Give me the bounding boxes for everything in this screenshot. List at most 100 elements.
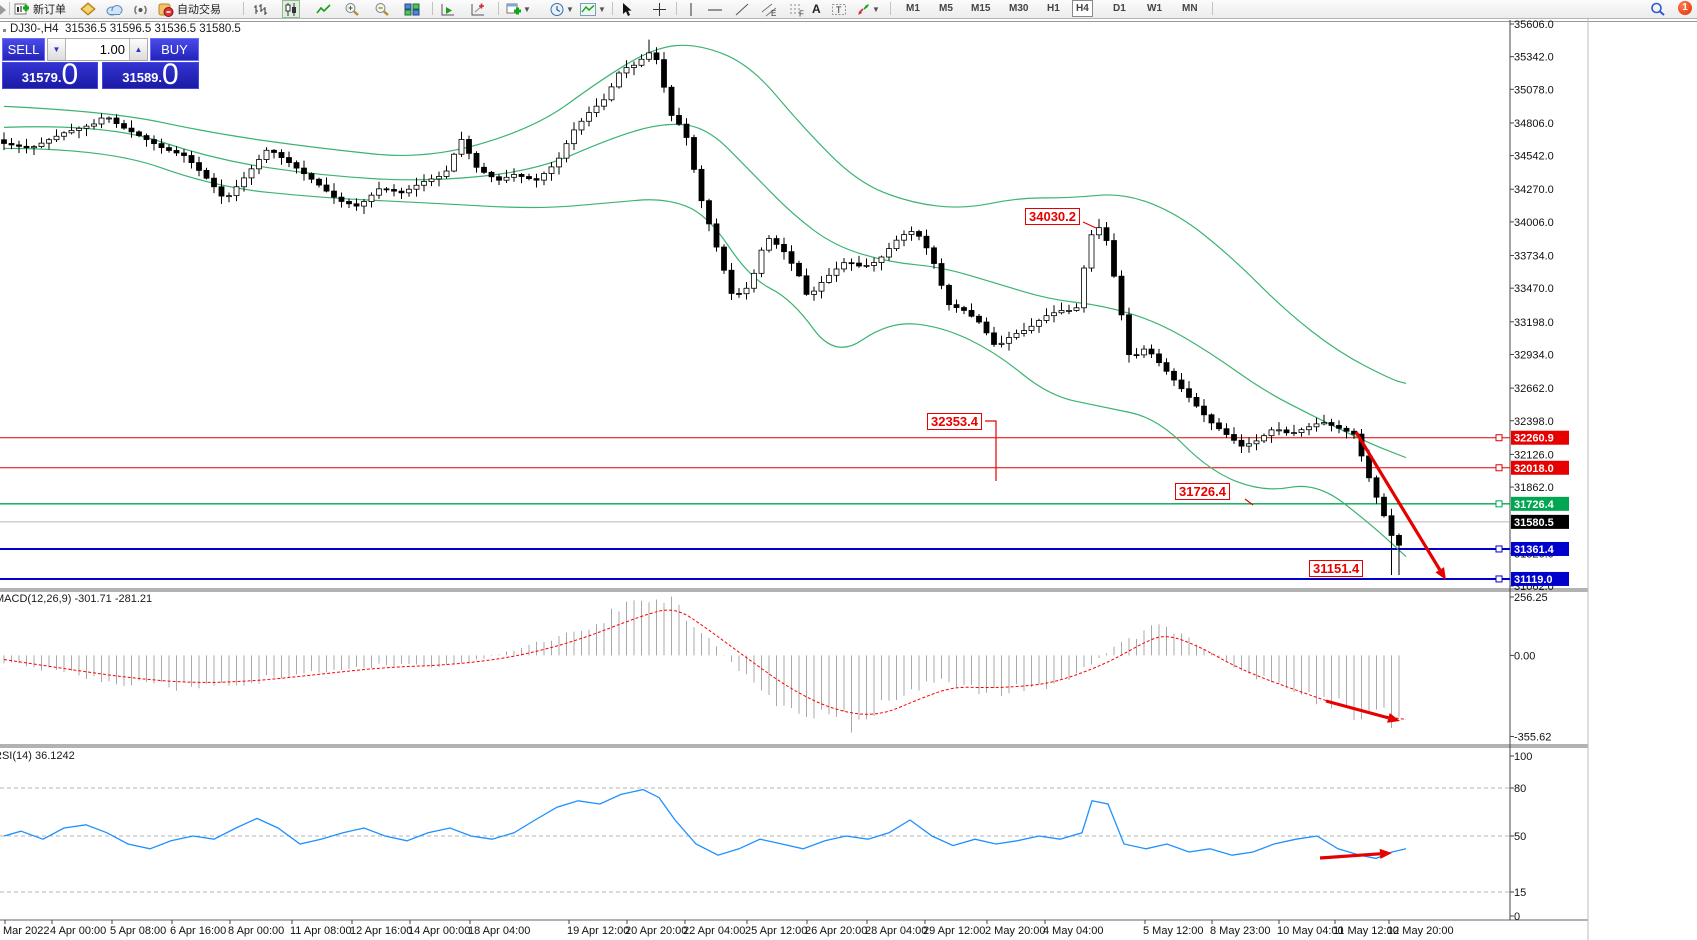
profile-button[interactable] <box>80 1 96 17</box>
toolbar-separator <box>432 2 433 15</box>
chart-shift-button[interactable] <box>470 1 486 17</box>
svg-text:34270.0: 34270.0 <box>1514 184 1554 196</box>
svg-text:31726.4: 31726.4 <box>1514 499 1555 511</box>
arrows-tool-icon <box>858 3 869 15</box>
chevron-down-icon: ▼ <box>566 4 574 14</box>
vertical-line-button[interactable] <box>684 1 698 17</box>
tab-timeframe-w1[interactable]: W1 <box>1147 3 1162 14</box>
trend-arrow <box>1354 431 1442 571</box>
text-tool-button[interactable]: A <box>812 1 821 17</box>
lot-size-input[interactable] <box>66 39 129 60</box>
tab-timeframe-m5[interactable]: M5 <box>939 3 953 14</box>
chart-title: DJ30-,H4 31536.5 31596.5 31536.5 31580.5 <box>10 23 241 35</box>
new-window-button[interactable]: ▼ <box>506 1 531 17</box>
buy-price-display[interactable]: 31589. 0 <box>102 62 199 89</box>
fibonacci-icon: F <box>790 4 804 17</box>
period-button[interactable]: ▼ <box>549 1 574 17</box>
tab-timeframe-d1[interactable]: D1 <box>1113 3 1126 14</box>
svg-text:18 Apr 04:00: 18 Apr 04:00 <box>468 925 530 937</box>
cursor-button[interactable] <box>619 1 634 17</box>
tile-windows-icon <box>404 3 420 15</box>
cursor-icon <box>623 2 632 16</box>
lot-increase-button[interactable]: ▲ <box>129 39 147 60</box>
candles <box>1 39 1402 575</box>
svg-text:4 May 04:00: 4 May 04:00 <box>1043 925 1104 937</box>
svg-text:34542.0: 34542.0 <box>1514 151 1554 163</box>
price-annotation[interactable]: 32353.4 <box>927 413 982 430</box>
svg-text:80: 80 <box>1514 783 1526 795</box>
bar-chart-button[interactable] <box>252 1 268 17</box>
horizontal-line-button[interactable] <box>707 1 723 17</box>
search-icon <box>1651 2 1665 16</box>
indicators-button[interactable]: ▼ <box>580 1 606 17</box>
notification-badge[interactable]: 1 <box>1678 1 1692 15</box>
tab-timeframe-h1[interactable]: H1 <box>1047 3 1060 14</box>
chart-annotations[interactable] <box>985 221 1446 860</box>
svg-text:28 Apr 04:00: 28 Apr 04:00 <box>865 925 927 937</box>
tile-windows-button[interactable] <box>404 1 420 17</box>
step-forward-button[interactable] <box>440 1 456 17</box>
label-tool-button[interactable]: T <box>831 1 847 17</box>
sell-price-display[interactable]: 31579. 0 <box>2 62 98 89</box>
chart-shift-icon <box>471 3 484 15</box>
autotrading-button[interactable]: 自动交易 <box>158 1 221 17</box>
fibonacci-button[interactable]: F <box>789 1 806 17</box>
svg-text:2 May 20:00: 2 May 20:00 <box>985 925 1046 937</box>
rsi-line <box>3 788 1407 860</box>
autotrading-label: 自动交易 <box>177 4 221 16</box>
arrows-tool-button[interactable]: ▼ <box>856 1 880 17</box>
svg-text:Mar 2022: Mar 2022 <box>3 925 49 937</box>
one-click-trading-panel: SELL ▼ ▲ BUY 31579.0 31589.0 <box>2 38 199 89</box>
zoom-out-icon <box>375 2 389 16</box>
svg-text:32126.0: 32126.0 <box>1514 449 1554 461</box>
trend-arrow <box>1325 699 1389 720</box>
svg-text:-355.62: -355.62 <box>1514 731 1551 743</box>
svg-text:31119.0: 31119.0 <box>1514 574 1553 586</box>
channel-button[interactable]: E <box>761 1 778 17</box>
zoom-in-button[interactable] <box>344 1 360 17</box>
svg-text:31580.5: 31580.5 <box>1514 517 1554 529</box>
candles-chart-button[interactable] <box>282 0 300 18</box>
svg-text:5 May 12:00: 5 May 12:00 <box>1143 925 1204 937</box>
tab-timeframe-mn[interactable]: MN <box>1182 3 1198 14</box>
toolbar-separator <box>498 2 499 15</box>
rsi-pane-label: RSI(14) 36.1242 <box>0 750 75 762</box>
svg-text:0: 0 <box>1514 911 1520 923</box>
crosshair-button[interactable] <box>652 1 667 17</box>
lot-decrease-button[interactable]: ▼ <box>48 39 66 60</box>
title-bullet <box>3 29 6 32</box>
search-button[interactable] <box>1650 1 1666 17</box>
svg-text:34006.0: 34006.0 <box>1514 217 1554 229</box>
price-annotation[interactable]: 34030.2 <box>1025 208 1080 225</box>
tab-timeframe-h4[interactable]: H4 <box>1072 0 1093 17</box>
price-annotation[interactable]: 31151.4 <box>1309 560 1364 577</box>
toolbar-separator <box>1212 2 1213 15</box>
line-chart-button[interactable] <box>316 1 332 17</box>
buy-button[interactable]: BUY <box>150 38 199 61</box>
new-window-icon <box>506 3 521 14</box>
new-order-button[interactable]: 新订单 <box>14 1 66 17</box>
crosshair-icon <box>653 2 666 16</box>
zoom-out-button[interactable] <box>374 1 390 17</box>
horizontal-level-lines[interactable] <box>0 434 1510 583</box>
svg-text:33734.0: 33734.0 <box>1514 251 1554 263</box>
tab-timeframe-m15[interactable]: M15 <box>971 3 991 14</box>
tab-timeframe-m30[interactable]: M30 <box>1009 3 1029 14</box>
svg-text:14 Apr 00:00: 14 Apr 00:00 <box>408 925 470 937</box>
time-axis[interactable]: Mar 2022 4 Apr 00:00 5 Apr 08:00 6 Apr 16:0… <box>3 920 1454 937</box>
svg-text:6 Apr 16:00: 6 Apr 16:00 <box>170 925 226 937</box>
cloud-button[interactable] <box>106 1 123 17</box>
tab-timeframe-m1[interactable]: M1 <box>906 3 920 14</box>
price-axis[interactable]: 35606.0 35342.0 35078.0 34806.0 34542.0 34270… <box>1510 19 1554 923</box>
svg-text:32398.0: 32398.0 <box>1514 416 1554 428</box>
signals-button[interactable] <box>132 1 149 17</box>
svg-text:8 May 23:00: 8 May 23:00 <box>1210 925 1271 937</box>
sell-button[interactable]: SELL <box>2 38 45 61</box>
toolbar-separator <box>890 2 891 15</box>
trendline-button[interactable] <box>734 1 750 17</box>
line-chart-icon <box>316 3 331 13</box>
trendline-icon <box>735 3 749 15</box>
price-annotation[interactable]: 31726.4 <box>1175 483 1230 500</box>
buy-price-main: 31589. <box>122 70 163 85</box>
